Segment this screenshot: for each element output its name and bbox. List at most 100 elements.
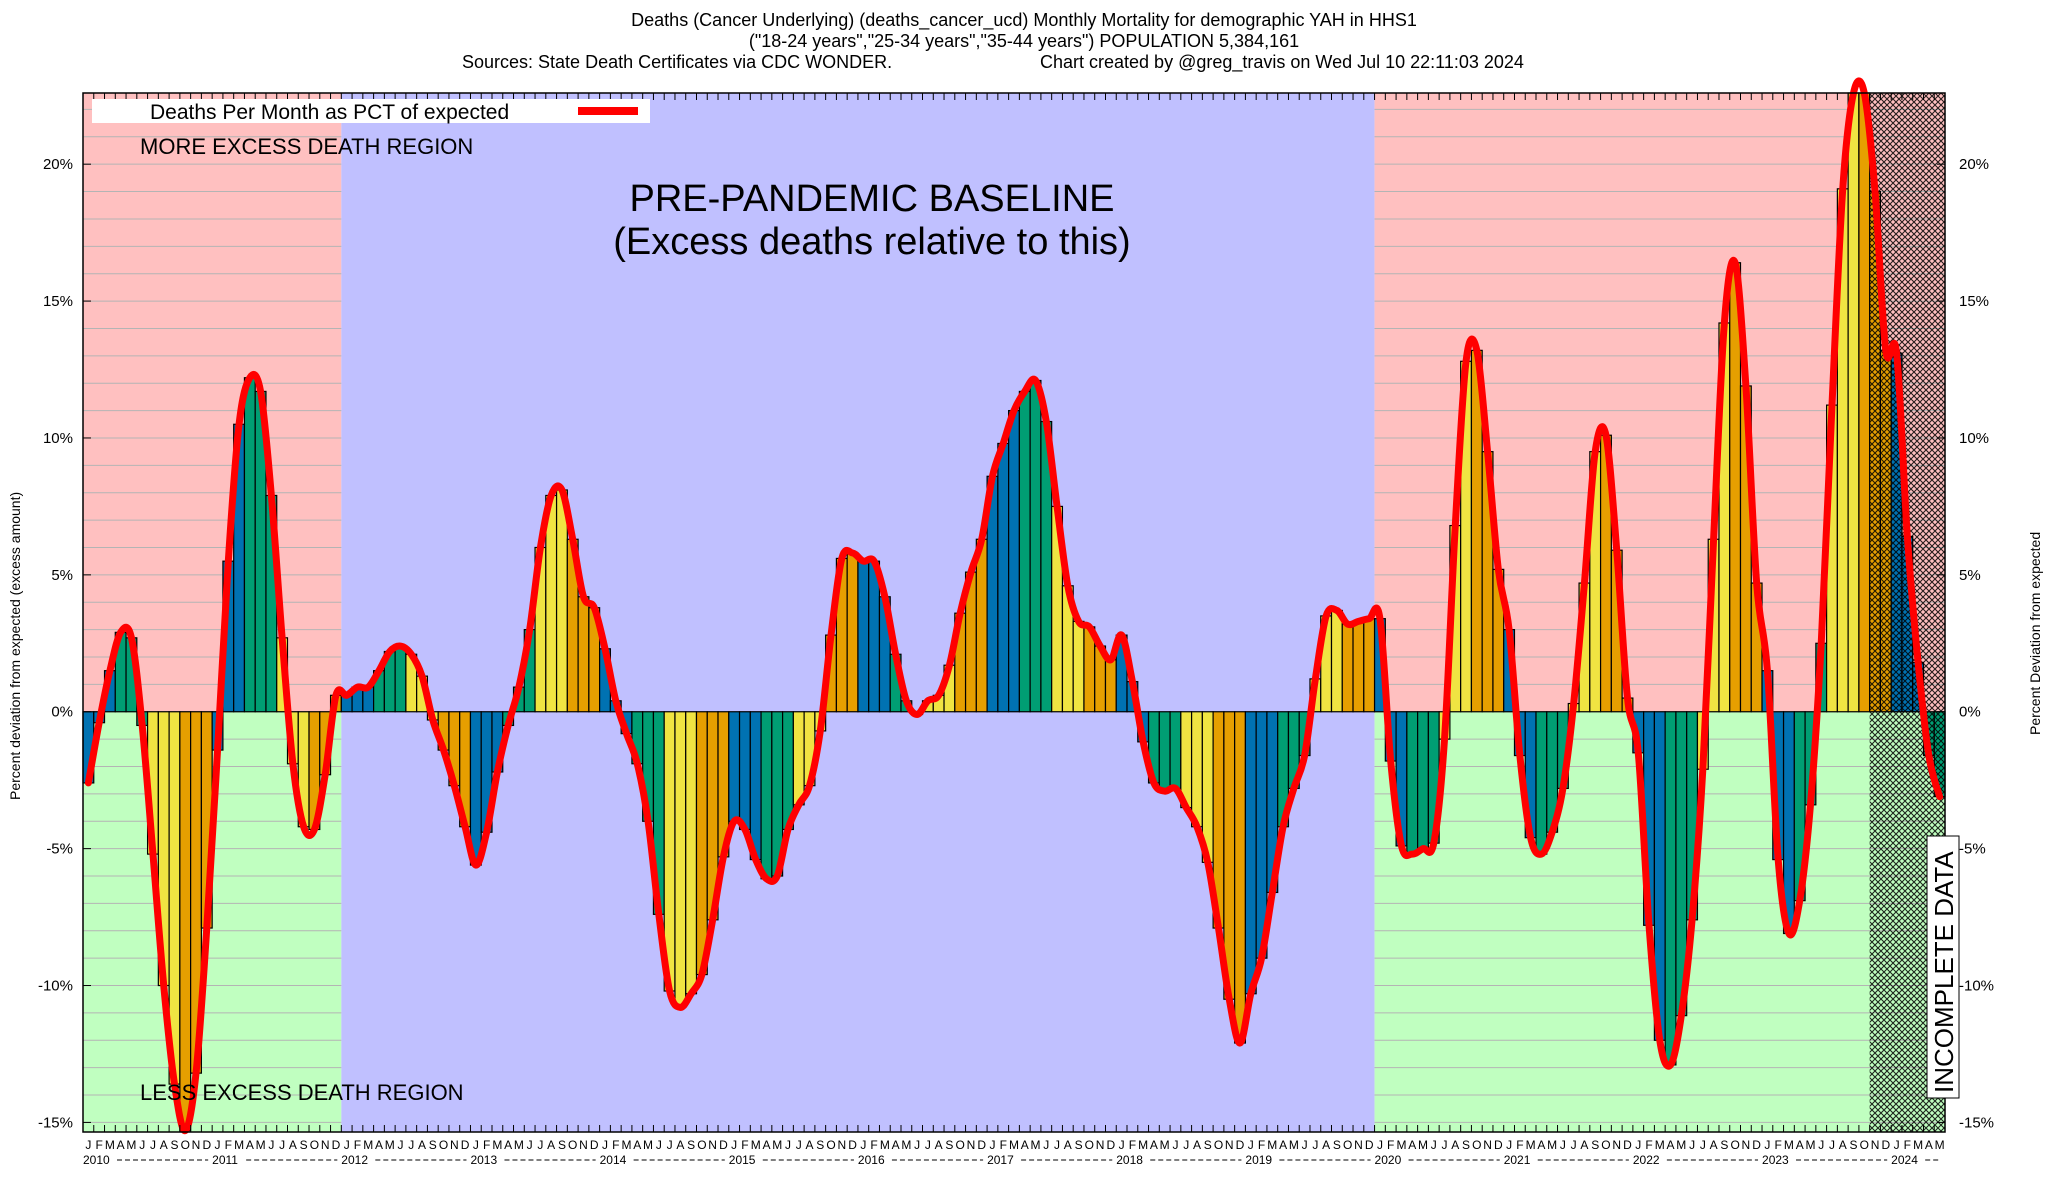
- month-label: A: [892, 1138, 900, 1152]
- month-label: M: [492, 1138, 502, 1152]
- bar-2014-8: [674, 711, 687, 1009]
- chart-source: Sources: State Death Certificates via CD…: [462, 52, 892, 72]
- chart-title-line1: Deaths (Cancer Underlying) (deaths_cance…: [631, 10, 1417, 31]
- month-label: S: [1720, 1138, 1728, 1152]
- year-label-2024: 2024: [1891, 1153, 1918, 1167]
- month-label: O: [956, 1138, 965, 1152]
- y-axis-title-left: Percent deviation from expected (excess …: [7, 492, 23, 800]
- month-label: A: [1796, 1138, 1804, 1152]
- month-label: M: [1784, 1138, 1794, 1152]
- legend-label: Deaths Per Month as PCT of expected: [150, 101, 509, 124]
- month-label: N: [1225, 1138, 1234, 1152]
- month-label: J: [279, 1138, 285, 1152]
- month-label: M: [385, 1138, 395, 1152]
- month-label: M: [1289, 1138, 1299, 1152]
- baseline-label-line2: (Excess deaths relative to this): [613, 221, 1130, 263]
- month-label: M: [1160, 1138, 1170, 1152]
- y-axis-title-right: Percent Deviation from expected: [2027, 532, 2043, 735]
- month-label: O: [1343, 1138, 1352, 1152]
- month-label: A: [935, 1138, 943, 1152]
- month-label: J: [1506, 1138, 1512, 1152]
- month-label: N: [1612, 1138, 1621, 1152]
- month-label: M: [1547, 1138, 1557, 1152]
- month-label: M: [1267, 1138, 1277, 1152]
- month-label: A: [805, 1138, 813, 1152]
- month-label: O: [439, 1138, 448, 1152]
- bar-2013-9: [555, 489, 568, 713]
- month-label: O: [1601, 1138, 1610, 1152]
- month-label: M: [643, 1138, 653, 1152]
- month-label: M: [880, 1138, 890, 1152]
- chart-title-line2: ("18-24 years","25-34 years","35-44 year…: [749, 31, 1299, 51]
- month-label: A: [504, 1138, 512, 1152]
- month-label: M: [363, 1138, 373, 1152]
- bar-2018-12: [1234, 711, 1247, 1044]
- month-label: J: [1302, 1138, 1308, 1152]
- bar-2012-6: [394, 645, 407, 713]
- month-label: S: [1591, 1138, 1599, 1152]
- bar-2021-4: [1535, 711, 1548, 855]
- month-label: F: [225, 1138, 232, 1152]
- month-label: A: [1537, 1138, 1545, 1152]
- y-tick-label-right: -15%: [1959, 1114, 1994, 1131]
- y-tick-label-right: 10%: [1959, 430, 1989, 447]
- month-label: M: [1031, 1138, 1041, 1152]
- year-label-2010: 2010: [83, 1153, 110, 1167]
- month-label: A: [1667, 1138, 1675, 1152]
- month-label: D: [848, 1138, 857, 1152]
- month-label: J: [398, 1138, 404, 1152]
- month-label: M: [1009, 1138, 1019, 1152]
- month-label: J: [1431, 1138, 1437, 1152]
- month-label: J: [1248, 1138, 1254, 1152]
- month-label: M: [622, 1138, 632, 1152]
- bar-2010-10: [179, 711, 192, 1132]
- month-label: M: [256, 1138, 266, 1152]
- month-label: A: [547, 1138, 555, 1152]
- month-label: M: [105, 1138, 115, 1152]
- month-label: S: [1462, 1138, 1470, 1152]
- month-label: J: [1183, 1138, 1189, 1152]
- month-label: S: [558, 1138, 566, 1152]
- month-label: S: [429, 1138, 437, 1152]
- month-label: J: [1442, 1138, 1448, 1152]
- month-label: A: [1925, 1138, 1933, 1152]
- bar-2014-9: [685, 711, 698, 995]
- month-label: M: [1655, 1138, 1665, 1152]
- month-label: J: [785, 1138, 791, 1152]
- month-label: O: [568, 1138, 577, 1152]
- bar-2018-6: [1169, 711, 1182, 790]
- bar-2019-12: [1363, 618, 1376, 713]
- month-label: S: [1204, 1138, 1212, 1152]
- month-label: J: [537, 1138, 543, 1152]
- month-label: M: [1418, 1138, 1428, 1152]
- month-label: N: [1096, 1138, 1105, 1152]
- legend-box: [92, 99, 650, 123]
- month-label: D: [461, 1138, 470, 1152]
- month-label: J: [731, 1138, 737, 1152]
- month-label: A: [1021, 1138, 1029, 1152]
- bar-2015-7: [792, 711, 805, 806]
- month-label: D: [977, 1138, 986, 1152]
- month-label: J: [1312, 1138, 1318, 1152]
- year-label-2016: 2016: [858, 1153, 885, 1167]
- year-label-2021: 2021: [1504, 1153, 1531, 1167]
- year-label-2012: 2012: [341, 1153, 368, 1167]
- month-label: J: [1635, 1138, 1641, 1152]
- month-label: A: [1150, 1138, 1158, 1152]
- month-label: D: [719, 1138, 728, 1152]
- month-label: F: [612, 1138, 619, 1152]
- month-label: J: [150, 1138, 156, 1152]
- y-tick-label-left: -15%: [38, 1114, 73, 1131]
- month-label: N: [321, 1138, 330, 1152]
- trend-line: [84, 77, 1944, 1135]
- month-label: D: [1752, 1138, 1761, 1152]
- month-label: M: [1676, 1138, 1686, 1152]
- month-label: F: [1258, 1138, 1265, 1152]
- month-label: M: [1913, 1138, 1923, 1152]
- chart-credit: Chart created by @greg_travis on Wed Jul…: [1040, 52, 1524, 73]
- month-label: A: [375, 1138, 383, 1152]
- month-label: F: [354, 1138, 361, 1152]
- month-label: O: [1472, 1138, 1481, 1152]
- month-label: O: [181, 1138, 190, 1152]
- month-label: J: [656, 1138, 662, 1152]
